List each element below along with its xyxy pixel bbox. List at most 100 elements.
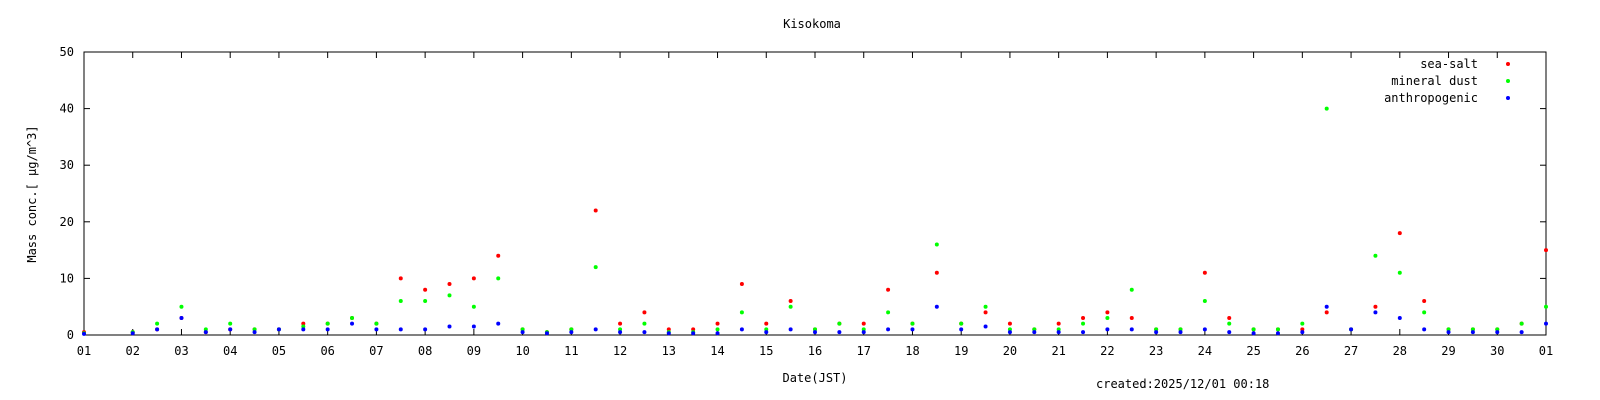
anthropogenic-point (861, 330, 866, 335)
mineral-dust-point (423, 299, 428, 304)
mineral-dust-point (301, 324, 306, 329)
anthropogenic-point (1129, 327, 1134, 332)
mineral-dust-point (447, 293, 452, 298)
mineral-dust-point (788, 304, 793, 309)
mineral-dust-point (1470, 327, 1475, 332)
y-tick-label: 0 (67, 328, 74, 342)
mineral-dust-point (593, 265, 598, 270)
anthropogenic-point (691, 331, 696, 336)
sea-salt-point (666, 327, 671, 332)
mineral-dust-point (1397, 270, 1402, 275)
x-tick-label: 01 (77, 344, 91, 358)
y-tick-label: 10 (60, 271, 74, 285)
x-tick-label: 23 (1149, 344, 1163, 358)
sea-salt-point (886, 287, 891, 292)
mineral-dust-point (934, 242, 939, 247)
mineral-dust-point (886, 310, 891, 315)
sea-salt-point (1227, 316, 1232, 321)
anthropogenic-point (910, 327, 915, 332)
sea-salt-point (398, 276, 403, 281)
anthropogenic-point (350, 321, 355, 326)
x-tick-label: 14 (710, 344, 724, 358)
y-tick-label: 20 (60, 215, 74, 229)
x-tick-label: 09 (467, 344, 481, 358)
mineral-dust-point (228, 321, 233, 326)
sea-salt-point (788, 299, 793, 304)
anthropogenic-point (1324, 304, 1329, 309)
x-tick-label: 11 (564, 344, 578, 358)
sea-salt-point (1129, 316, 1134, 321)
sea-salt-point (496, 253, 501, 258)
mineral-dust-point (1105, 316, 1110, 321)
anthropogenic-point (1154, 330, 1159, 335)
x-tick-label: 30 (1490, 344, 1504, 358)
anthropogenic-point (593, 327, 598, 332)
anthropogenic-point (1300, 330, 1305, 335)
anthropogenic-point (1470, 330, 1475, 335)
anthropogenic-point (813, 330, 817, 335)
x-tick-label: 29 (1441, 344, 1455, 358)
anthropogenic-point (520, 330, 525, 335)
y-axis-label: Mass conc.[ μg/m^3] (25, 125, 39, 262)
mineral-dust-point (715, 327, 720, 332)
sea-salt-point (1202, 270, 1207, 275)
sea-salt-point (1544, 248, 1548, 253)
anthropogenic-point (1202, 327, 1207, 332)
sea-salt-point (715, 321, 720, 326)
anthropogenic-point (715, 331, 720, 336)
x-tick-label: 17 (857, 344, 871, 358)
x-tick-label: 03 (174, 344, 188, 358)
mineral-dust-point (983, 304, 988, 309)
mineral-dust-point (1544, 304, 1548, 309)
sea-salt-point (301, 321, 306, 326)
mineral-dust-point (813, 327, 817, 332)
sea-salt-point (618, 321, 623, 326)
mineral-dust-point (1275, 327, 1280, 332)
anthropogenic-point (130, 331, 135, 336)
anthropogenic-point (1544, 321, 1548, 326)
x-tick-label: 12 (613, 344, 627, 358)
anthropogenic-point (1227, 330, 1232, 335)
mineral-dust-point (325, 321, 330, 326)
x-tick-label: 22 (1100, 344, 1114, 358)
x-tick-label: 08 (418, 344, 432, 358)
x-tick-label: 18 (905, 344, 919, 358)
mineral-dust-point (1446, 327, 1451, 332)
sea-salt-point (739, 282, 744, 287)
anthropogenic-point (1251, 331, 1256, 336)
x-tick-label: 07 (369, 344, 383, 358)
anthropogenic-point (228, 327, 233, 332)
anthropogenic-point (1397, 316, 1402, 321)
x-axis-label: Date(JST) (782, 371, 847, 385)
x-tick-label: 28 (1393, 344, 1407, 358)
x-tick-label: 02 (126, 344, 140, 358)
x-tick-label: 26 (1295, 344, 1309, 358)
x-tick-label: 10 (515, 344, 529, 358)
chart-title: Kisokoma (783, 17, 841, 31)
mineral-dust-point (1251, 327, 1256, 332)
anthropogenic-point (1178, 330, 1183, 335)
footer-created: created:2025/12/01 00:18 (1096, 377, 1269, 391)
anthropogenic-point (1081, 330, 1086, 335)
y-tick-label: 50 (60, 45, 74, 59)
mineral-dust-point (1519, 321, 1524, 326)
x-tick-label: 19 (954, 344, 968, 358)
mineral-dust-point (618, 327, 623, 332)
sea-salt-point (1397, 231, 1402, 236)
sea-salt-point (1300, 327, 1305, 332)
anthropogenic-point (788, 327, 793, 332)
mineral-dust-point (837, 321, 842, 326)
x-tick-label: 27 (1344, 344, 1358, 358)
legend-label-mineral-dust: mineral dust (1391, 74, 1478, 88)
sea-salt-point (423, 287, 428, 292)
mineral-dust-point (1007, 327, 1012, 332)
anthropogenic-point (1519, 330, 1524, 335)
mineral-dust-point (1373, 253, 1378, 258)
anthropogenic-point (569, 330, 574, 335)
mineral-dust-point (1422, 310, 1427, 315)
anthropogenic-point (1422, 327, 1427, 332)
anthropogenic-point (739, 327, 744, 332)
x-tick-label: 16 (808, 344, 822, 358)
mineral-dust-point (350, 316, 355, 321)
